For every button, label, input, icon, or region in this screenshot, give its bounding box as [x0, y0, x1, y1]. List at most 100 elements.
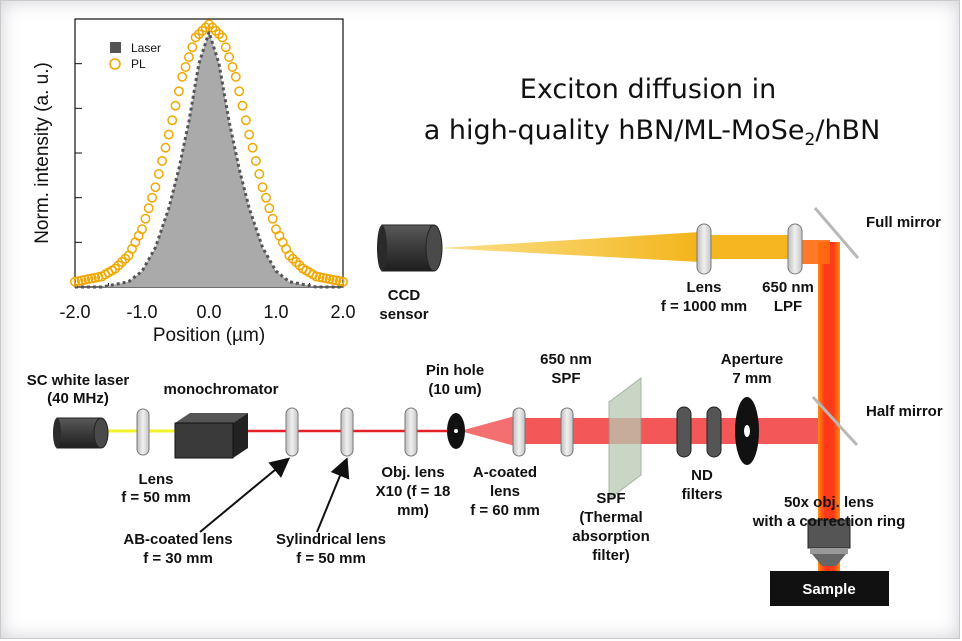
label-pin-hole: Pin hole — [426, 362, 484, 379]
label-obj-50x: with a correction ring — [752, 513, 906, 530]
label-spf-650: SPF — [551, 370, 580, 387]
label-nd-filters: filters — [682, 486, 723, 503]
pl-point — [113, 260, 124, 271]
x-tick-label: 2.0 — [330, 302, 355, 322]
ab-coated-lens — [285, 407, 299, 457]
pl-point — [147, 192, 158, 203]
pl-point — [250, 155, 261, 166]
pl-point — [173, 86, 184, 97]
label-lens-1000: f = 1000 mm — [661, 298, 747, 315]
sample-stage — [770, 571, 889, 606]
x-tick-label: -2.0 — [59, 302, 90, 322]
label-spf-thermal: filter) — [592, 547, 630, 564]
cylindrical-lens — [340, 407, 354, 457]
y-axis-label: Norm. intensity (a. u.) — [32, 62, 53, 244]
title-line-1: Exciton diffusion in — [520, 74, 776, 105]
pl-point — [294, 260, 305, 271]
arrow-cyl-lens — [316, 457, 350, 533]
pl-point — [207, 22, 218, 33]
pl-point — [157, 155, 168, 166]
pl-point — [150, 182, 161, 193]
label-ab-lens: AB-coated lens — [123, 531, 232, 548]
aperture — [735, 397, 759, 465]
arrow-ab-lens — [199, 457, 291, 533]
label-sample: Sample — [802, 581, 855, 598]
legend-laser-swatch — [110, 42, 121, 53]
full-mirror — [813, 207, 860, 259]
label-spf-thermal: SPF — [596, 490, 625, 507]
pl-point — [76, 275, 87, 286]
label-lpf-650: 650 nm — [762, 279, 814, 296]
lpf-650nm — [787, 223, 803, 275]
sc-white-laser — [53, 417, 109, 449]
label-aperture: 7 mm — [732, 370, 771, 387]
label-obj-lens: Obj. lens — [381, 464, 444, 481]
lens-1000mm — [696, 223, 712, 275]
pl-point — [257, 182, 268, 193]
label-ccd: CCD — [388, 287, 421, 304]
objective-lens-x10 — [404, 407, 418, 457]
label-lens-50: f = 50 mm — [121, 489, 191, 506]
label-obj-lens: X10 (f = 18 — [376, 483, 451, 500]
label-obj-50x: 50x obj. lens — [784, 494, 874, 511]
label-full-mirror: Full mirror — [866, 214, 941, 231]
pl-point — [254, 169, 265, 179]
pl-point — [264, 203, 275, 214]
pl-point — [200, 22, 211, 33]
pl-point — [261, 192, 271, 203]
label-lens-1000: Lens — [686, 279, 721, 296]
pl-point — [163, 129, 174, 140]
monochromator — [174, 413, 248, 459]
x-tick-label: 1.0 — [263, 302, 288, 322]
pl-point — [153, 169, 164, 179]
label-nd-filters: ND — [691, 467, 713, 484]
pl-point — [180, 62, 191, 72]
pl-point — [247, 142, 258, 153]
lens-50mm — [136, 408, 150, 456]
label-sc-laser: (40 MHz) — [47, 390, 109, 407]
intensity-profile-chart: -2.0 -1.0 0.0 1.0 2.0 Position (µm) Norm… — [32, 18, 356, 346]
ccd-sensor — [377, 224, 443, 272]
pl-point — [194, 29, 204, 40]
label-lens-50: Lens — [138, 471, 173, 488]
label-cyl-lens: f = 50 mm — [296, 550, 366, 567]
pl-point — [224, 52, 235, 63]
pl-point — [237, 100, 248, 111]
half-mirror — [811, 395, 859, 447]
label-monochromator: monochromator — [163, 381, 278, 398]
pl-point — [160, 142, 171, 153]
label-lpf-650: LPF — [774, 298, 802, 315]
pl-point — [70, 276, 80, 287]
pl-point — [267, 213, 278, 224]
label-spf-thermal: (Thermal — [579, 509, 642, 526]
legend-laser-label: Laser — [131, 41, 161, 55]
thermal-absorption-filter — [608, 377, 642, 500]
legend-pl-label: PL — [131, 57, 146, 71]
yellow-beam — [700, 235, 792, 259]
pl-point — [120, 253, 131, 264]
pl-point — [217, 32, 228, 43]
pl-point — [287, 253, 298, 264]
spf-650nm — [560, 407, 574, 457]
expanding-beam — [460, 416, 515, 446]
label-a-lens: A-coated — [473, 464, 537, 481]
label-half-mirror: Half mirror — [866, 403, 943, 420]
pl-point — [143, 203, 154, 214]
x-tick-label: -1.0 — [126, 302, 157, 322]
label-a-lens: lens — [490, 483, 520, 500]
pl-point — [183, 52, 194, 63]
laser-outline — [75, 27, 343, 289]
label-cyl-lens: Sylindrical lens — [276, 531, 386, 548]
label-a-lens: f = 60 mm — [470, 502, 540, 519]
pl-point — [220, 42, 231, 53]
pl-point — [240, 115, 251, 126]
title-line-2: a high-quality hBN/ML-MoSe2/hBN — [424, 115, 881, 150]
laser-area — [75, 32, 343, 287]
pl-point — [311, 271, 322, 282]
legend-pl-marker — [109, 58, 121, 70]
label-ccd: sensor — [379, 306, 428, 323]
pl-point — [167, 115, 178, 126]
label-sc-laser: SC white laser — [27, 372, 130, 389]
label-aperture: Aperture — [721, 351, 784, 368]
